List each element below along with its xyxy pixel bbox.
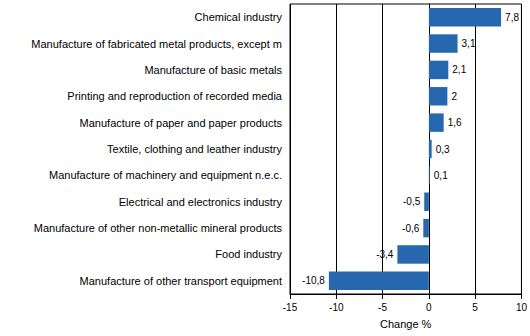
svg-text:-10: -10 [329, 302, 344, 313]
svg-text:0: 0 [426, 302, 432, 313]
svg-text:Manufacture of fabricated meta: Manufacture of fabricated metal products… [31, 38, 282, 50]
svg-text:7,8: 7,8 [505, 12, 519, 23]
svg-text:10: 10 [516, 302, 528, 313]
svg-text:Textile, clothing and leather: Textile, clothing and leather industry [107, 143, 282, 155]
svg-text:-5: -5 [378, 302, 387, 313]
svg-text:Manufacture of paper and paper: Manufacture of paper and paper products [80, 117, 283, 129]
svg-text:Chemical industry: Chemical industry [195, 11, 283, 23]
svg-text:-10,8: -10,8 [302, 275, 325, 286]
svg-text:-0,5: -0,5 [403, 196, 421, 207]
svg-text:Manufacture of other transport: Manufacture of other transport equipment [80, 275, 282, 287]
svg-text:0,3: 0,3 [436, 144, 450, 155]
svg-text:Food industry: Food industry [215, 248, 282, 260]
svg-text:-0,6: -0,6 [402, 223, 420, 234]
svg-text:3,1: 3,1 [462, 38, 476, 49]
svg-text:-15: -15 [283, 302, 298, 313]
svg-text:Printing and reproduction of r: Printing and reproduction of recorded me… [67, 90, 283, 102]
svg-text:2: 2 [451, 91, 457, 102]
svg-text:Electrical and electronics ind: Electrical and electronics industry [119, 196, 283, 208]
svg-text:Manufacture of machinery and e: Manufacture of machinery and equipment n… [49, 169, 282, 181]
svg-text:2,1: 2,1 [452, 64, 466, 75]
svg-text:Manufacture of basic metals: Manufacture of basic metals [144, 64, 282, 76]
svg-text:5: 5 [472, 302, 478, 313]
svg-text:Manufacture of other non-metal: Manufacture of other non-metallic minera… [34, 222, 283, 234]
svg-text:-3,4: -3,4 [376, 249, 394, 260]
svg-text:0,1: 0,1 [434, 170, 448, 181]
svg-text:1,6: 1,6 [448, 117, 462, 128]
svg-text:Change %: Change % [380, 318, 432, 330]
